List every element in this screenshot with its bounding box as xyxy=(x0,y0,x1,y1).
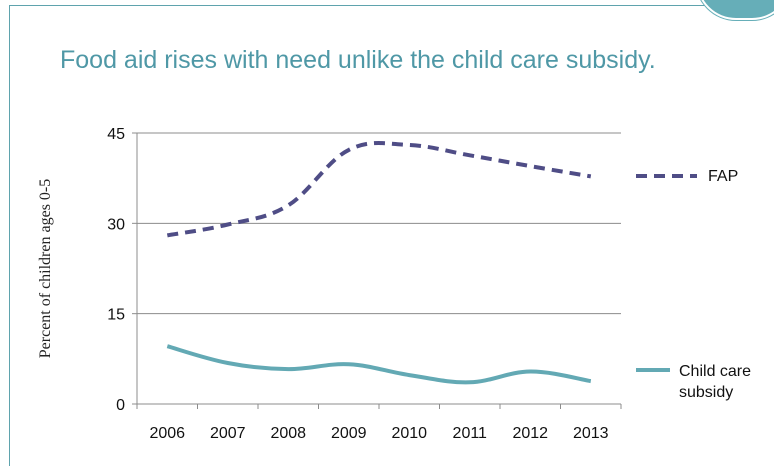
legend-label-child-care-subsidy: Child care xyxy=(679,363,751,380)
y-axis-label: Percent of children ages 0-5 xyxy=(37,179,54,358)
series-line-fap xyxy=(166,141,592,238)
x-tick-label: 2012 xyxy=(512,425,548,442)
x-tick-label: 2009 xyxy=(331,425,367,442)
series-line-child-care-subsidy xyxy=(166,344,592,385)
chart-title: Food aid rises with need unlike the chil… xyxy=(60,46,656,74)
y-tick-label: 30 xyxy=(107,216,125,233)
gridlines xyxy=(137,132,621,315)
y-tick-label: 45 xyxy=(107,126,125,143)
y-tick-label: 0 xyxy=(116,397,125,414)
x-tick-label: 2010 xyxy=(391,425,427,442)
slide-frame xyxy=(9,5,773,466)
legend: FAP Child care subsidy xyxy=(636,168,751,401)
x-tick-label: 2011 xyxy=(453,425,488,442)
x-tick-label: 2013 xyxy=(573,425,609,442)
legend-label-child-care-subsidy: subsidy xyxy=(679,384,733,401)
y-tick-label: 15 xyxy=(107,307,125,324)
x-tick-label: 2006 xyxy=(149,425,185,442)
x-tick-label: 2008 xyxy=(270,425,306,442)
axes xyxy=(132,132,622,409)
x-tick-label: 2007 xyxy=(210,425,246,442)
tick-labels: 0 15 30 45 2006 2007 2008 2009 2010 2011 2012 2013 xyxy=(107,126,608,442)
legend-label-fap: FAP xyxy=(708,168,738,185)
series-lines xyxy=(166,141,592,385)
